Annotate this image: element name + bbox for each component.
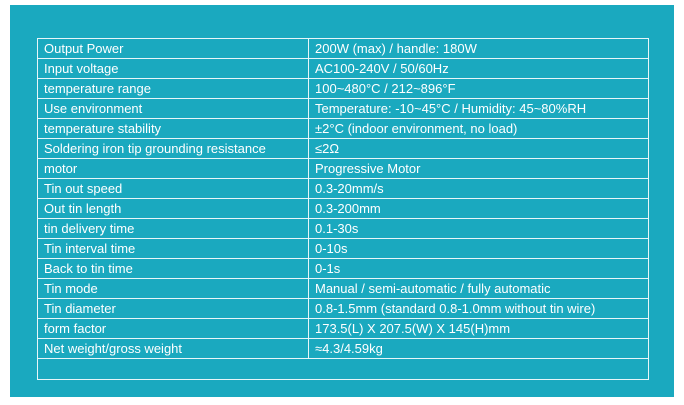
spec-label: form factor [37,318,309,339]
spec-label: Out tin length [37,198,309,219]
spec-value: 0.3-200mm [308,198,649,219]
spec-table: Output Power 200W (max) / handle: 180W I… [37,38,649,380]
spec-row: Input voltage AC100-240V / 50/60Hz [37,58,649,79]
spec-row: Back to tin time 0-1s [37,258,649,279]
spec-value: ≈4.3/4.59kg [308,338,649,359]
spec-label: temperature stability [37,118,309,139]
spec-label: tin delivery time [37,218,309,239]
spec-value: Manual / semi-automatic / fully automati… [308,278,649,299]
spec-label: Tin mode [37,278,309,299]
spec-label: motor [37,158,309,179]
spec-label: Soldering iron tip grounding resistance [37,138,309,159]
spec-label: Back to tin time [37,258,309,279]
spec-value: 0-1s [308,258,649,279]
spec-row: Tin interval time 0-10s [37,238,649,259]
spec-label: temperature range [37,78,309,99]
spec-label: Net weight/gross weight [37,338,309,359]
empty-row [37,358,649,380]
spec-row: tin delivery time 0.1-30s [37,218,649,239]
spec-row: temperature stability ±2°C (indoor envir… [37,118,649,139]
spec-value: Progressive Motor [308,158,649,179]
spec-value: ≤2Ω [308,138,649,159]
spec-label: Tin out speed [37,178,309,199]
spec-value: 173.5(L) X 207.5(W) X 145(H)mm [308,318,649,339]
spec-row: Tin mode Manual / semi-automatic / fully… [37,278,649,299]
spec-row: Tin out speed 0.3-20mm/s [37,178,649,199]
spec-value: AC100-240V / 50/60Hz [308,58,649,79]
spec-value: ±2°C (indoor environment, no load) [308,118,649,139]
spec-row: temperature range 100~480°C / 212~896°F [37,78,649,99]
spec-label: Output Power [37,38,309,59]
spec-value: Temperature: -10~45°C / Humidity: 45~80%… [308,98,649,119]
spec-table-body: Output Power 200W (max) / handle: 180W I… [37,38,649,380]
spec-value: 100~480°C / 212~896°F [308,78,649,99]
spec-label: Tin diameter [37,298,309,319]
empty-cell [37,358,649,380]
spec-row: motor Progressive Motor [37,158,649,179]
spec-row: Soldering iron tip grounding resistance … [37,138,649,159]
spec-row: Tin diameter 0.8-1.5mm (standard 0.8-1.0… [37,298,649,319]
spec-value: 0.8-1.5mm (standard 0.8-1.0mm without ti… [308,298,649,319]
spec-row: form factor 173.5(L) X 207.5(W) X 145(H)… [37,318,649,339]
spec-value: 0-10s [308,238,649,259]
spec-row: Net weight/gross weight ≈4.3/4.59kg [37,338,649,359]
spec-label: Tin interval time [37,238,309,259]
spec-row: Use environment Temperature: -10~45°C / … [37,98,649,119]
spec-label: Use environment [37,98,309,119]
spec-row: Out tin length 0.3-200mm [37,198,649,219]
spec-label: Input voltage [37,58,309,79]
spec-value: 200W (max) / handle: 180W [308,38,649,59]
spec-row: Output Power 200W (max) / handle: 180W [37,38,649,59]
spec-value: 0.3-20mm/s [308,178,649,199]
spec-value: 0.1-30s [308,218,649,239]
